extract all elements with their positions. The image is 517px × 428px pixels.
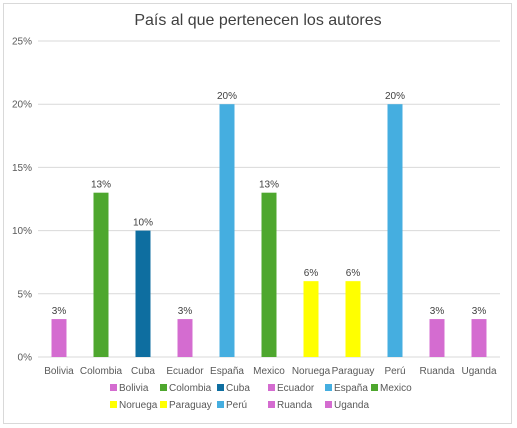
data-label: 10% <box>133 218 153 229</box>
data-label: 6% <box>304 268 319 279</box>
y-tick-label: 15% <box>12 163 32 174</box>
legend-label: Colombia <box>169 383 212 394</box>
bar <box>429 319 445 357</box>
data-label: 3% <box>52 306 67 317</box>
x-axis: Bolivia Colombia Cuba Ecuador España Mexico No… <box>44 366 497 377</box>
x-tick-label: España <box>210 366 244 377</box>
legend-label: Ruanda <box>277 400 312 411</box>
x-tick-label: Ecuador <box>166 366 204 377</box>
x-tick-label: Uganda <box>461 366 496 377</box>
bar <box>135 230 151 357</box>
legend-label: Uganda <box>334 400 369 411</box>
y-tick-label: 20% <box>12 100 32 111</box>
bar <box>177 319 193 357</box>
legend-label: Cuba <box>226 383 250 394</box>
legend-swatch <box>325 401 332 408</box>
gridlines <box>38 40 500 358</box>
data-labels: 3% 13% 10% 3% 20% 13% 6% 6% 20% 3% 3% <box>52 91 487 317</box>
data-label: 3% <box>430 306 445 317</box>
bar <box>471 319 487 357</box>
bar <box>51 319 67 357</box>
x-tick-label: Ruanda <box>419 366 454 377</box>
legend-label: Bolivia <box>119 383 149 394</box>
bar <box>261 192 277 357</box>
chart-frame <box>3 3 512 424</box>
legend-swatch <box>160 401 167 408</box>
legend-swatch <box>110 401 117 408</box>
data-label: 20% <box>385 91 405 102</box>
data-label: 13% <box>259 180 279 191</box>
x-tick-label: Bolivia <box>44 366 74 377</box>
legend-swatch <box>268 401 275 408</box>
bar <box>345 281 361 357</box>
data-label: 20% <box>217 91 237 102</box>
legend-label: Ecuador <box>277 383 315 394</box>
legend-swatch <box>325 384 332 391</box>
x-tick-label: Cuba <box>131 366 155 377</box>
legend-label: Mexico <box>380 383 412 394</box>
legend-swatch <box>371 384 378 391</box>
y-tick-label: 10% <box>12 226 32 237</box>
x-tick-label: Noruega <box>292 366 331 377</box>
bars <box>51 104 487 357</box>
y-tick-label: 0% <box>18 353 33 364</box>
legend-label: Perú <box>226 400 247 411</box>
x-tick-label: Perú <box>384 366 405 377</box>
data-label: 3% <box>472 306 487 317</box>
x-tick-label: Paraguay <box>332 366 375 377</box>
legend: Bolivia Colombia Cuba Ecuador España Mexico No… <box>110 383 412 411</box>
data-label: 3% <box>178 306 193 317</box>
bar <box>303 281 319 357</box>
legend-swatch <box>110 384 117 391</box>
legend-label: Paraguay <box>169 400 212 411</box>
y-tick-label: 5% <box>18 289 33 300</box>
legend-swatch <box>160 384 167 391</box>
legend-swatch <box>217 401 224 408</box>
bar <box>93 192 109 357</box>
bar <box>219 104 235 357</box>
legend-label: España <box>334 383 368 394</box>
chart-title: País al que pertenecen los autores <box>134 12 381 29</box>
data-label: 13% <box>91 180 111 191</box>
bar <box>387 104 403 357</box>
y-tick-label: 25% <box>12 37 32 48</box>
data-label: 6% <box>346 268 361 279</box>
legend-label: Noruega <box>119 400 158 411</box>
x-tick-label: Colombia <box>80 366 123 377</box>
legend-swatch <box>217 384 224 391</box>
x-tick-label: Mexico <box>253 366 285 377</box>
y-axis: 0% 5% 10% 15% 20% 25% <box>12 37 32 364</box>
legend-swatch <box>268 384 275 391</box>
